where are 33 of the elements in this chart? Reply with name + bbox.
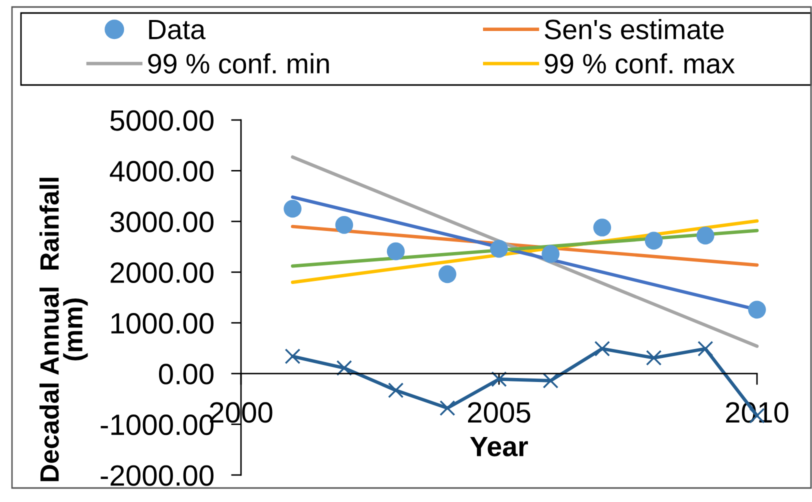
y-tick-label: 1000.00 (111, 313, 214, 334)
point (646, 350, 662, 366)
point (593, 218, 612, 236)
point (336, 360, 352, 376)
legend-label: Data (149, 20, 206, 40)
point (284, 348, 300, 364)
legend-label: Sen's estimate (544, 18, 724, 40)
x-tick-label: 2005 (468, 402, 530, 423)
point (748, 300, 766, 319)
point (386, 242, 405, 260)
y-tick-label: 4000.00 (110, 160, 214, 182)
point (335, 216, 354, 234)
point (440, 400, 456, 416)
point (644, 232, 663, 250)
point (542, 372, 558, 389)
point (491, 371, 507, 387)
point (284, 200, 302, 218)
point (542, 244, 560, 263)
y-tick-label: -2000.00 (100, 465, 214, 486)
y-tick-label: 2000.00 (110, 262, 214, 283)
x-axis-title: Year (470, 436, 528, 456)
legend-label: 99 % conf. max (544, 53, 735, 74)
point (594, 340, 610, 357)
y-tick-label: 0.00 (158, 364, 214, 384)
point (698, 340, 714, 357)
point (388, 382, 404, 398)
y-axis-title: Decadal Annual Rainfall (mm) (40, 178, 88, 482)
point (696, 226, 714, 245)
y-tick-label: 5000.00 (110, 110, 214, 131)
point (438, 265, 456, 284)
legend-label: 99 % conf. min (148, 53, 329, 74)
point (490, 240, 508, 258)
y-tick-label: 3000.00 (110, 212, 214, 232)
